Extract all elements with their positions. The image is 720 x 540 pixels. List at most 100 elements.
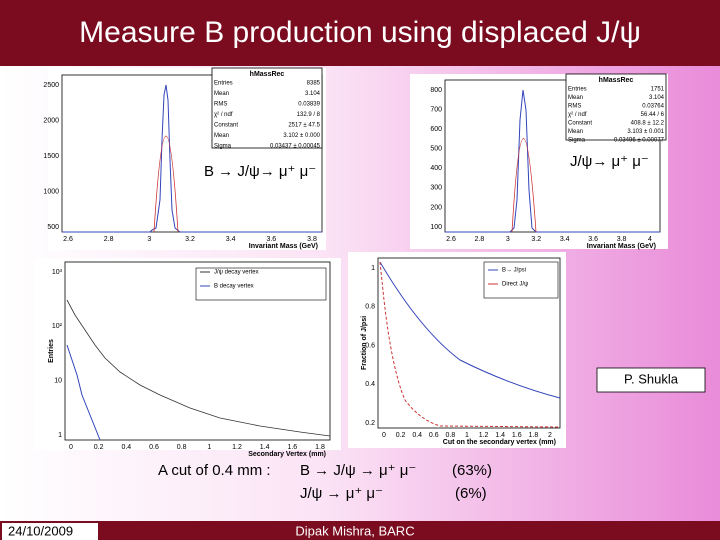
histogram bbox=[445, 89, 660, 233]
decay-label: J/ψ→ μ⁺ μ⁻ bbox=[570, 153, 649, 170]
stats-value: 3.104 bbox=[305, 91, 321, 97]
plot-frame bbox=[377, 257, 561, 429]
y-tick-label: 700 bbox=[430, 106, 442, 113]
x-tick-label: 3.6 bbox=[588, 236, 598, 243]
stats-value: 2517 ± 47.5 bbox=[288, 123, 320, 129]
x-tick-label: 1.2 bbox=[232, 444, 242, 451]
stats-key: Constant bbox=[568, 121, 592, 127]
y-tick-label: 600 bbox=[430, 126, 442, 133]
legend-box bbox=[195, 267, 327, 301]
stats-value: 132.9 / 8 bbox=[297, 112, 321, 118]
x-tick-label: 0.4 bbox=[412, 432, 422, 439]
x-axis-label: Invariant Mass (GeV) bbox=[587, 243, 656, 250]
x-tick-label: 1.8 bbox=[315, 444, 325, 451]
y-tick-label: 10 bbox=[54, 378, 62, 385]
x-tick-label: 0 bbox=[382, 432, 386, 439]
x-tick-label: 0.8 bbox=[446, 432, 456, 439]
stats-box bbox=[211, 67, 323, 149]
x-axis-label: Secondary Vertex (mm) bbox=[248, 451, 326, 458]
stats-key: RMS bbox=[214, 102, 227, 108]
y-tick-label: 400 bbox=[430, 165, 442, 172]
y-tick-label: 1000 bbox=[43, 188, 59, 195]
result-decay: B → J/ψ → μ⁺ μ⁻ bbox=[300, 462, 416, 479]
legend-box bbox=[483, 261, 559, 299]
result-decay: J/ψ → μ⁺ μ⁻ bbox=[300, 485, 383, 502]
x-tick-label: 2.6 bbox=[446, 236, 456, 243]
stats-key: χ² / ndf bbox=[214, 112, 233, 118]
x-tick-label: 0.8 bbox=[177, 444, 187, 451]
x-tick-label: 1 bbox=[207, 444, 211, 451]
stats-value: 0.03496 ± 0.00077 bbox=[614, 138, 665, 144]
x-tick-label: 2.8 bbox=[104, 236, 114, 243]
stats-value: 3.102 ± 0.000 bbox=[283, 133, 320, 139]
x-tick-label: 0.2 bbox=[94, 444, 104, 451]
x-tick-label: 1.2 bbox=[479, 432, 489, 439]
y-tick-label: 10³ bbox=[52, 269, 63, 276]
x-tick-label: 4 bbox=[648, 236, 652, 243]
x-tick-label: 3.4 bbox=[560, 236, 570, 243]
stats-value: 0.03839 bbox=[298, 102, 320, 108]
stats-value: 0.03764 bbox=[642, 104, 664, 110]
result-intro: A cut of 0.4 mm : bbox=[158, 462, 271, 479]
stats-value: 3.103 ± 0.001 bbox=[627, 129, 664, 135]
x-tick-label: 0.2 bbox=[396, 432, 406, 439]
x-tick-label: 3.4 bbox=[226, 236, 236, 243]
legend-label: B decay vertex bbox=[214, 284, 254, 290]
title-bar bbox=[0, 0, 720, 66]
stats-key: Mean bbox=[568, 129, 583, 135]
x-tick-label: 3.8 bbox=[307, 236, 317, 243]
stats-key: Sigma bbox=[214, 144, 232, 150]
histogram bbox=[62, 84, 322, 233]
result-fraction: (6%) bbox=[455, 485, 487, 502]
stats-value: 1751 bbox=[651, 87, 665, 93]
x-tick-label: 1.8 bbox=[529, 432, 539, 439]
stats-box bbox=[565, 73, 667, 141]
title: Measure B production using displaced J/ψ bbox=[79, 16, 641, 49]
x-tick-label: 0.4 bbox=[121, 444, 131, 451]
x-tick-label: 0.6 bbox=[429, 432, 439, 439]
x-tick-label: 1.6 bbox=[287, 444, 297, 451]
curve bbox=[379, 261, 561, 399]
y-axis-label: Entries bbox=[48, 339, 55, 363]
legend-label: J/ψ decay vertex bbox=[214, 270, 259, 276]
stats-key: Entries bbox=[568, 87, 587, 93]
x-tick-label: 3.2 bbox=[531, 236, 541, 243]
footer-bar bbox=[0, 521, 720, 540]
x-tick-label: 3.8 bbox=[617, 236, 627, 243]
x-axis-label: Cut on the secondary vertex (mm) bbox=[443, 439, 556, 446]
y-tick-label: 800 bbox=[430, 87, 442, 94]
stats-key: Sigma bbox=[568, 138, 586, 144]
y-tick-label: 200 bbox=[430, 204, 442, 211]
y-tick-label: 2000 bbox=[43, 117, 59, 124]
y-tick-label: 100 bbox=[430, 224, 442, 231]
x-tick-label: 1.4 bbox=[260, 444, 270, 451]
x-tick-label: 1.4 bbox=[495, 432, 505, 439]
plot-frame bbox=[64, 261, 331, 441]
fit-curve bbox=[511, 138, 537, 233]
y-tick-label: 1500 bbox=[43, 153, 59, 160]
footer-date: 24/10/2009 bbox=[8, 523, 73, 538]
x-tick-label: 2.6 bbox=[63, 236, 73, 243]
stats-key: Constant bbox=[214, 123, 238, 129]
y-tick-label: 10² bbox=[52, 323, 63, 330]
y-tick-label: 1 bbox=[371, 265, 375, 272]
stats-key: Mean bbox=[214, 91, 229, 97]
histogram bbox=[66, 299, 331, 437]
y-tick-label: 500 bbox=[47, 224, 59, 231]
stats-value: 8385 bbox=[307, 81, 321, 87]
date-box bbox=[2, 523, 98, 540]
x-tick-label: 0 bbox=[69, 444, 73, 451]
histogram bbox=[66, 344, 101, 441]
credit: P. Shukla bbox=[624, 371, 679, 386]
credit-box bbox=[596, 367, 706, 393]
x-tick-label: 3 bbox=[506, 236, 510, 243]
y-tick-label: 1 bbox=[58, 432, 62, 439]
x-tick-label: 3 bbox=[147, 236, 151, 243]
decay-label: B → J/ψ→ μ⁺ μ⁻ bbox=[204, 163, 316, 180]
y-tick-label: 0.8 bbox=[365, 304, 375, 311]
stats-key: Entries bbox=[214, 81, 233, 87]
y-tick-label: 0.6 bbox=[365, 342, 375, 349]
stats-key: RMS bbox=[568, 104, 581, 110]
x-tick-label: 0.6 bbox=[149, 444, 159, 451]
